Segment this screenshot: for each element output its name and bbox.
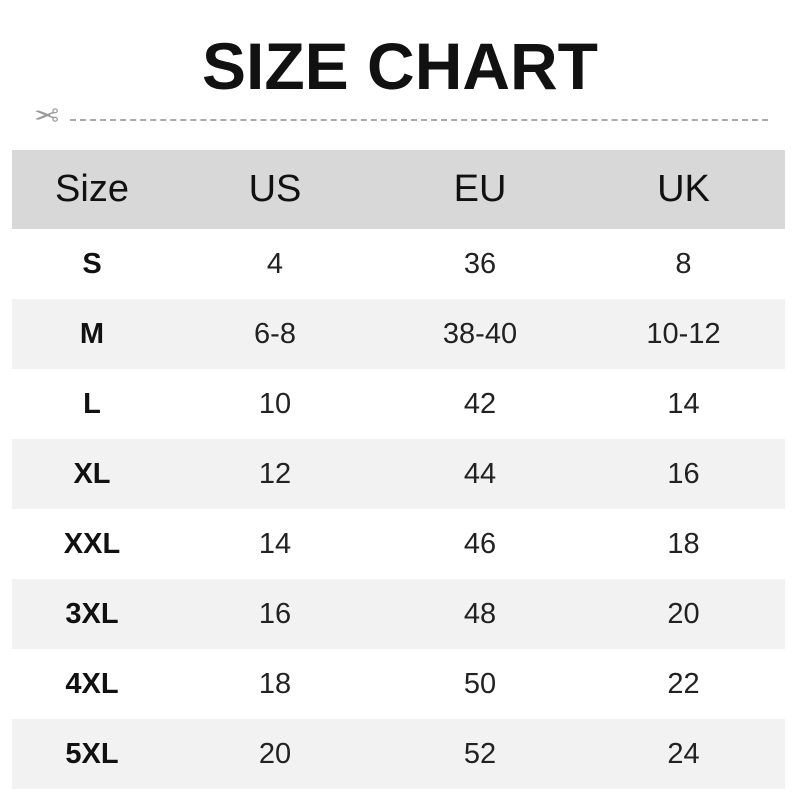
cell-eu: 48 xyxy=(463,597,497,630)
table-row: XXL 14 46 18 xyxy=(12,509,785,579)
table-row: L 10 42 14 xyxy=(12,369,785,439)
header-us: US xyxy=(248,168,302,210)
cell-us: 16 xyxy=(258,597,292,630)
cell-eu: 36 xyxy=(463,247,497,280)
header-uk: UK xyxy=(657,168,710,210)
cell-eu: 38-40 xyxy=(442,317,518,350)
cell-us: 12 xyxy=(258,457,292,490)
table-header-row: Size US EU UK xyxy=(12,150,785,229)
cell-us: 4 xyxy=(266,247,284,280)
cell-uk: 16 xyxy=(667,457,700,490)
cell-size: S xyxy=(82,247,102,280)
scissors-icon: ✂ xyxy=(34,100,60,133)
cell-uk: 22 xyxy=(667,667,700,700)
page-title: SIZE CHART xyxy=(202,29,598,103)
size-table: Size US EU UK S 4 36 8 M 6-8 38-40 10-12 L 10 42 14… xyxy=(12,150,785,789)
cell-us: 6-8 xyxy=(254,317,296,350)
cell-us: 10 xyxy=(258,387,292,420)
table-row: 5XL 20 52 24 xyxy=(12,719,785,789)
cut-line: ✂ xyxy=(34,100,768,133)
header-eu: EU xyxy=(453,168,507,210)
cell-uk: 24 xyxy=(667,737,700,770)
cell-us: 14 xyxy=(258,527,292,560)
table-row: 4XL 18 50 22 xyxy=(12,649,785,719)
cell-eu: 42 xyxy=(463,387,497,420)
cell-size: L xyxy=(83,387,101,420)
table-row: 3XL 16 48 20 xyxy=(12,579,785,649)
cell-size: 3XL xyxy=(65,597,119,630)
cell-uk: 14 xyxy=(667,387,700,420)
cell-us: 18 xyxy=(258,667,292,700)
cell-uk: 8 xyxy=(675,247,692,280)
cell-eu: 44 xyxy=(463,457,497,490)
cell-size: 4XL xyxy=(65,667,119,700)
cell-eu: 50 xyxy=(463,667,497,700)
dashed-divider xyxy=(70,119,768,121)
cell-eu: 46 xyxy=(463,527,497,560)
table-row: XL 12 44 16 xyxy=(12,439,785,509)
cell-uk: 18 xyxy=(667,527,700,560)
cell-us: 20 xyxy=(258,737,292,770)
cell-size: XXL xyxy=(63,527,121,560)
cell-uk: 10-12 xyxy=(646,317,721,350)
header-size: Size xyxy=(55,168,129,210)
cell-size: M xyxy=(79,317,105,350)
cell-uk: 20 xyxy=(667,597,700,630)
table-row: S 4 36 8 xyxy=(12,229,785,299)
cell-size: 5XL xyxy=(65,737,119,770)
table-row: M 6-8 38-40 10-12 xyxy=(12,299,785,369)
cell-eu: 52 xyxy=(463,737,497,770)
cell-size: XL xyxy=(73,457,111,490)
